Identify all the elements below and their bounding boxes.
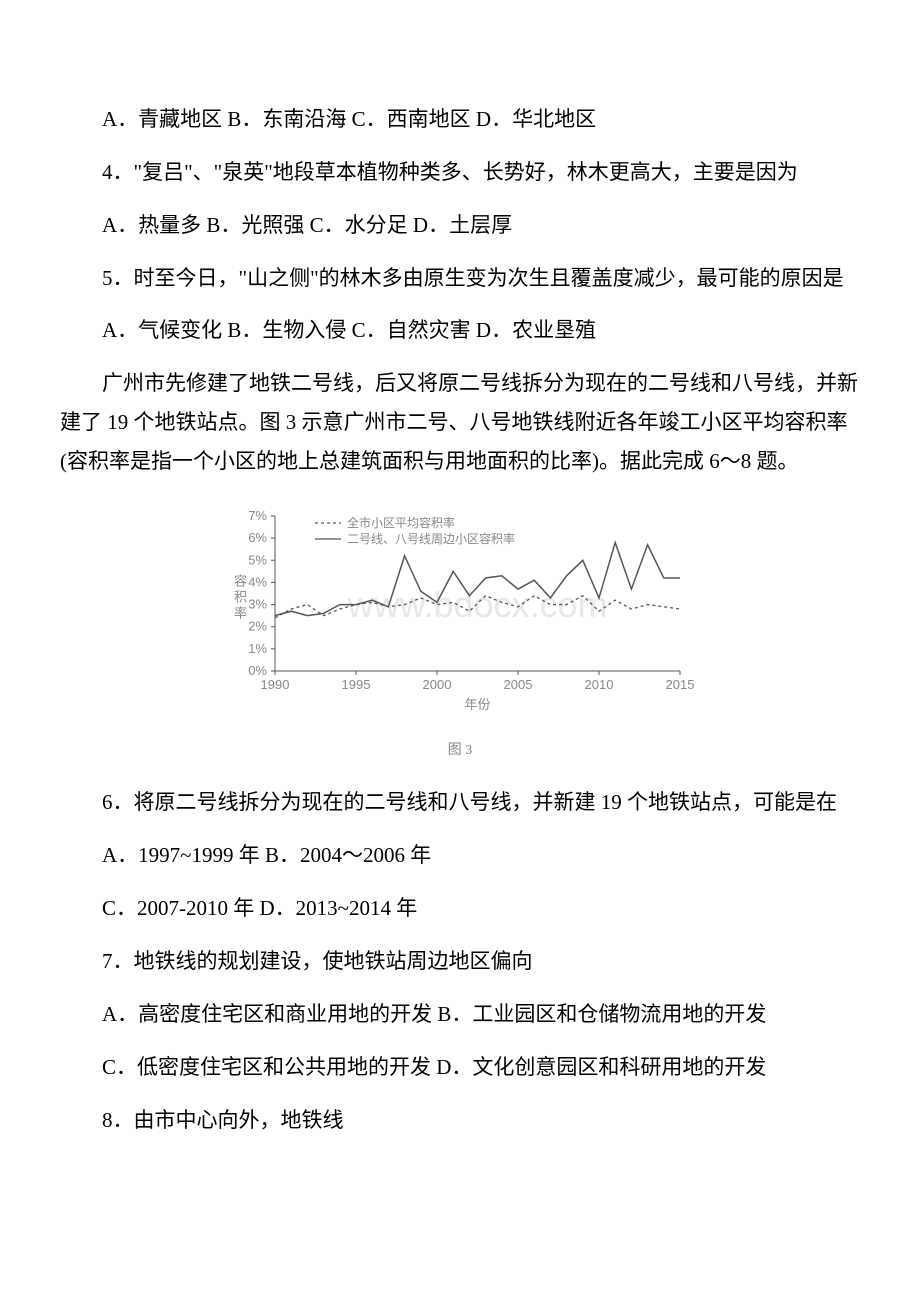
svg-text:0%: 0% <box>248 663 267 678</box>
svg-text:3%: 3% <box>248 596 267 611</box>
svg-text:2010: 2010 <box>585 677 614 692</box>
svg-text:积: 积 <box>234 589 247 604</box>
question-4: 4．"复吕"、"泉英"地段草本植物种类多、长势好，林木更高大，主要是因为 <box>60 153 860 192</box>
option-line-q3: A．青藏地区 B．东南沿海 C．西南地区 D．华北地区 <box>60 100 860 139</box>
figure-3-chart: www.bdocx.com0%1%2%3%4%5%6%7%19901995200… <box>220 501 700 721</box>
svg-text:5%: 5% <box>248 552 267 567</box>
svg-text:年份: 年份 <box>464 697 490 712</box>
option-line-q7a: A．高密度住宅区和商业用地的开发 B．工业园区和仓储物流用地的开发 <box>60 995 860 1034</box>
option-line-q5: A．气候变化 B．生物入侵 C．自然灾害 D．农业垦殖 <box>60 311 860 350</box>
question-7: 7．地铁线的规划建设，使地铁站周边地区偏向 <box>60 942 860 981</box>
option-line-q6b: C．2007-2010 年 D．2013~2014 年 <box>60 889 860 928</box>
svg-text:率: 率 <box>234 605 247 620</box>
svg-text:全市小区平均容积率: 全市小区平均容积率 <box>347 515 455 530</box>
svg-text:1995: 1995 <box>342 677 371 692</box>
svg-text:二号线、八号线周边小区容积率: 二号线、八号线周边小区容积率 <box>347 531 515 546</box>
figure-3-container: www.bdocx.com0%1%2%3%4%5%6%7%19901995200… <box>60 501 860 764</box>
svg-text:4%: 4% <box>248 574 267 589</box>
question-6: 6．将原二号线拆分为现在的二号线和八号线，并新建 19 个地铁站点，可能是在 <box>60 783 860 822</box>
option-line-q6a: A．1997~1999 年 B．2004～2006 年 <box>60 836 860 875</box>
svg-text:2005: 2005 <box>504 677 533 692</box>
svg-text:7%: 7% <box>248 508 267 523</box>
svg-text:容: 容 <box>234 573 247 588</box>
svg-text:2000: 2000 <box>423 677 452 692</box>
svg-text:2%: 2% <box>248 618 267 633</box>
option-line-q7b: C．低密度住宅区和公共用地的开发 D．文化创意园区和科研用地的开发 <box>60 1048 860 1087</box>
svg-text:6%: 6% <box>248 530 267 545</box>
svg-text:2015: 2015 <box>666 677 695 692</box>
question-5: 5．时至今日，"山之侧"的林木多由原生变为次生且覆盖度减少，最可能的原因是 <box>60 259 860 298</box>
option-line-q4: A．热量多 B．光照强 C．水分足 D．土层厚 <box>60 206 860 245</box>
svg-text:1990: 1990 <box>261 677 290 692</box>
passage-guangzhou-metro: 广州市先修建了地铁二号线，后又将原二号线拆分为现在的二号线和八号线，并新建了 1… <box>60 364 860 481</box>
svg-text:1%: 1% <box>248 641 267 656</box>
figure-3-caption: 图 3 <box>60 738 860 764</box>
question-8: 8．由市中心向外，地铁线 <box>60 1101 860 1140</box>
